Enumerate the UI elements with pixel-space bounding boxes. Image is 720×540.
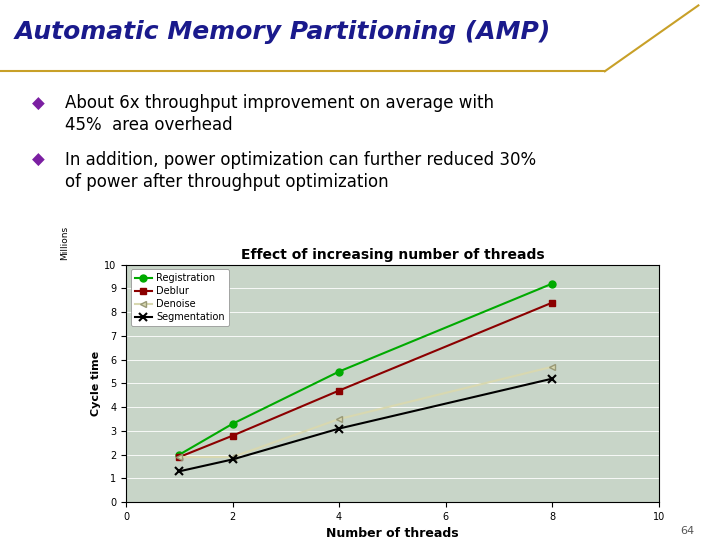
- Text: 64: 64: [680, 525, 695, 536]
- Segmentation: [335, 426, 343, 432]
- Segmentation: [175, 468, 184, 475]
- Deblur: [228, 433, 237, 439]
- Legend: Registration, Deblur, Denoise, Segmentation: Registration, Deblur, Denoise, Segmentat…: [131, 269, 229, 326]
- Line: Segmentation: Segmentation: [175, 374, 557, 476]
- Y-axis label: Cycle time: Cycle time: [91, 351, 102, 416]
- Title: Effect of increasing number of threads: Effect of increasing number of threads: [240, 248, 544, 262]
- Text: ◆: ◆: [32, 94, 45, 112]
- Deblur: [335, 387, 343, 394]
- Line: Denoise: Denoise: [176, 363, 556, 461]
- Deblur: [548, 299, 557, 306]
- Denoise: [335, 416, 343, 422]
- Text: 45%  area overhead: 45% area overhead: [65, 116, 233, 134]
- Segmentation: [548, 375, 557, 382]
- Deblur: [175, 454, 184, 460]
- Denoise: [228, 454, 237, 460]
- Registration: [335, 368, 343, 375]
- Text: Automatic Memory Partitioning (AMP): Automatic Memory Partitioning (AMP): [14, 19, 551, 44]
- Text: ◆: ◆: [32, 151, 45, 169]
- Segmentation: [228, 456, 237, 463]
- Registration: [548, 280, 557, 287]
- Denoise: [175, 454, 184, 460]
- Denoise: [548, 363, 557, 370]
- X-axis label: Number of threads: Number of threads: [326, 528, 459, 540]
- Registration: [228, 421, 237, 427]
- Text: About 6x throughput improvement on average with: About 6x throughput improvement on avera…: [65, 94, 494, 112]
- Text: Millions: Millions: [60, 226, 69, 260]
- Line: Registration: Registration: [176, 280, 556, 458]
- Text: of power after throughput optimization: of power after throughput optimization: [65, 173, 388, 191]
- Text: In addition, power optimization can further reduced 30%: In addition, power optimization can furt…: [65, 151, 536, 169]
- Line: Deblur: Deblur: [176, 299, 556, 461]
- Registration: [175, 451, 184, 458]
